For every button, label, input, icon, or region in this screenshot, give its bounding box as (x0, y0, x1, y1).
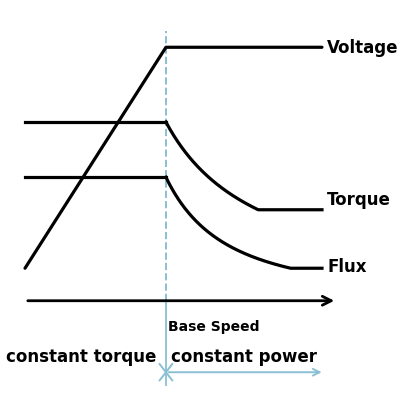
Text: constant power: constant power (170, 347, 316, 365)
Text: Voltage: Voltage (326, 39, 397, 57)
Text: Flux: Flux (326, 258, 366, 275)
Text: Torque: Torque (326, 191, 390, 209)
Text: Base Speed: Base Speed (168, 319, 259, 333)
Text: constant torque: constant torque (6, 347, 156, 365)
